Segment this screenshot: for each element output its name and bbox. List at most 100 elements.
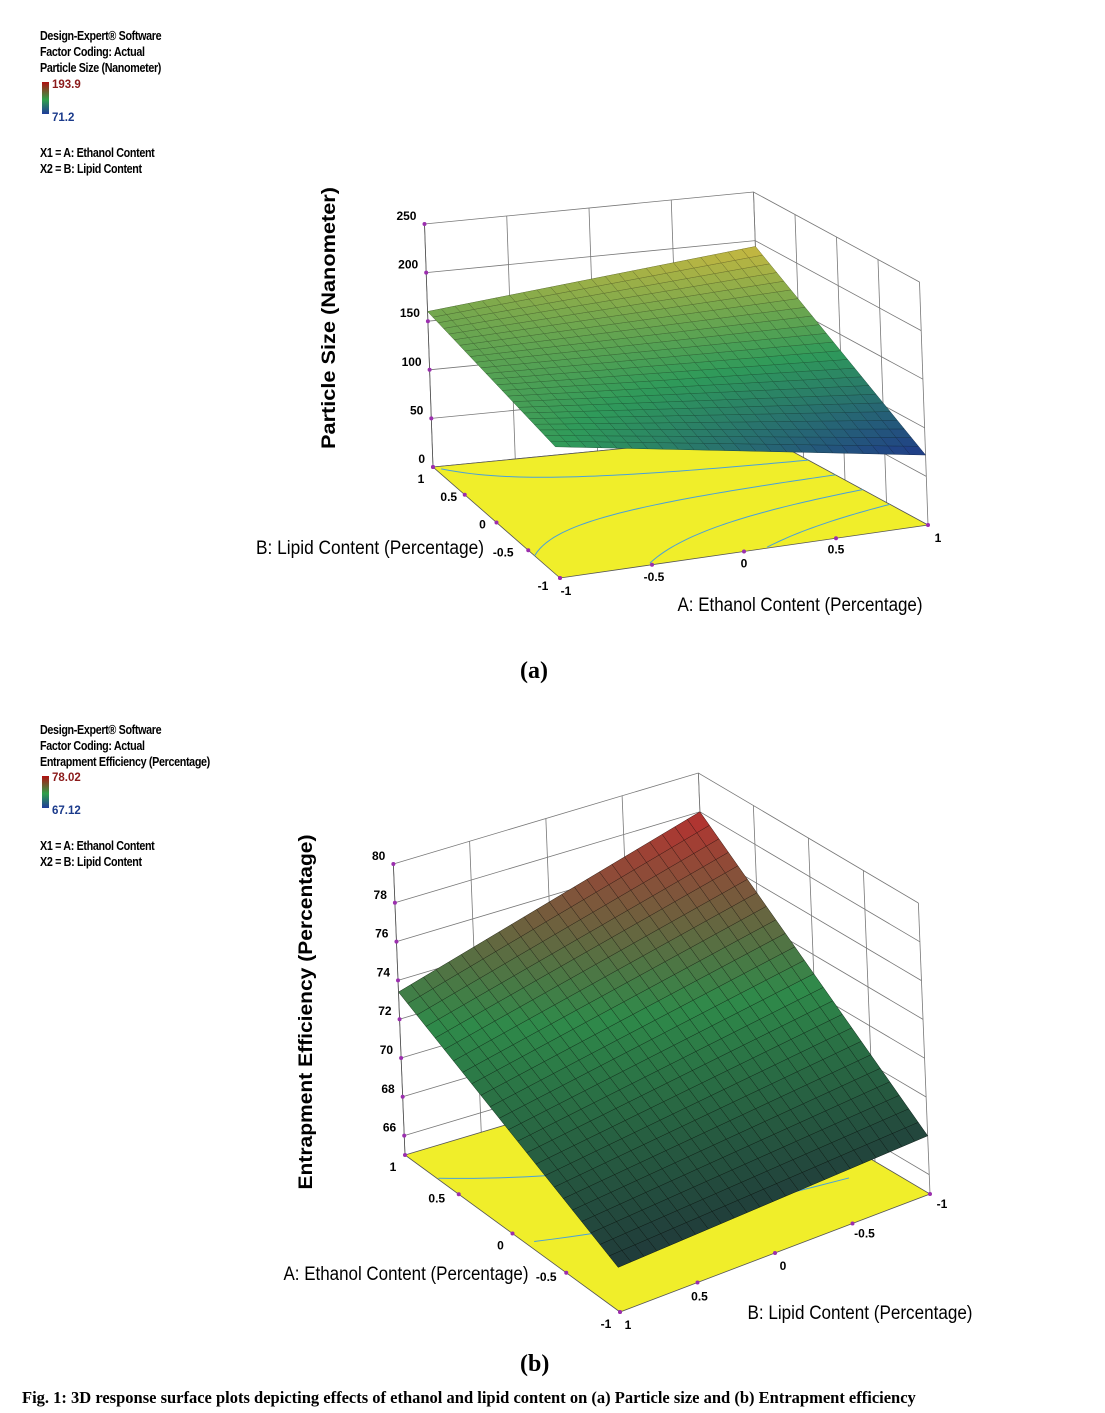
- legend-low-value: 67.12: [52, 805, 81, 817]
- panel-label-a: (a): [520, 658, 548, 684]
- software-label: Design-Expert® Software: [40, 723, 162, 737]
- wall-grid-line: [877, 259, 887, 503]
- surface-plot-b: 66 68 70 72 74 76 78 80 1 0.5 0 -0.5 -1 1 0.5 0 -0.5 -1 En…: [284, 772, 973, 1332]
- axis-tick-label: -1: [538, 579, 549, 593]
- z-tick-label: 50: [410, 403, 424, 417]
- panel-label-b: (b): [520, 1351, 550, 1377]
- z-tick-label: 68: [381, 1082, 395, 1096]
- axis-tick-label: 1: [390, 1160, 397, 1174]
- z-axis-line: [424, 223, 434, 468]
- figure-caption: Fig. 1: 3D response surface plots depict…: [22, 1388, 916, 1407]
- x2-definition: X2 = B: Lipid Content: [40, 855, 142, 869]
- floor-tick-marker: [834, 536, 838, 541]
- info-block-b: Design-Expert® Software Factor Coding: A…: [40, 722, 210, 770]
- surface-mesh-cell: [686, 811, 710, 834]
- y-axis-title: B: Lipid Content (Percentage): [748, 1303, 973, 1324]
- floor-tick-marker: [695, 1280, 700, 1285]
- axis-tick-label: 0.5: [691, 1290, 708, 1304]
- x2-definition: X2 = B: Lipid Content: [40, 162, 142, 176]
- factor-coding-label: Factor Coding: Actual: [40, 739, 145, 753]
- panel-a-particle-size: Design-Expert® Software Factor Coding: A…: [0, 0, 1105, 690]
- z-tick-label: 100: [402, 355, 422, 369]
- floor-tick-marker: [928, 1192, 932, 1196]
- axis-tick-label: -1: [561, 584, 572, 598]
- axis-tick-label: 1: [625, 1318, 632, 1332]
- legend-high-value: 78.02: [52, 772, 81, 784]
- axis-tick-label: -0.5: [536, 1270, 557, 1284]
- z-tick-label: 150: [400, 306, 420, 320]
- z-tick-label: 76: [375, 927, 389, 941]
- response-label: Entrapment Efficiency (Percentage): [40, 755, 210, 769]
- z-tick-label: 66: [383, 1121, 397, 1135]
- info-block-a: Design-Expert® Software Factor Coding: A…: [40, 28, 162, 76]
- z-tick-marker: [422, 222, 427, 226]
- axis-tick-label: -1: [937, 1197, 948, 1211]
- y-axis-title: B: Lipid Content (Percentage): [256, 538, 484, 559]
- response-label: Particle Size (Nanometer): [40, 61, 162, 75]
- color-legend-bar-b: [42, 776, 49, 808]
- z-tick-marker: [425, 319, 430, 324]
- wall-grid-line: [919, 281, 929, 526]
- z-tick-marker: [427, 367, 432, 372]
- z-tick-marker: [402, 1133, 407, 1138]
- z-tick-marker: [394, 939, 399, 944]
- axis-tick-label: -0.5: [644, 570, 665, 584]
- x-axis-title: A: Ethanol Content (Percentage): [678, 595, 923, 616]
- floor-tick-marker: [926, 523, 930, 527]
- factor-defs-b: X1 = A: Ethanol Content X2 = B: Lipid Co…: [40, 838, 155, 870]
- x1-definition: X1 = A: Ethanol Content: [40, 146, 155, 160]
- surface-mesh-cell: [741, 246, 763, 258]
- axis-tick-label: 1: [418, 472, 425, 486]
- panel-b-entrapment-efficiency: Design-Expert® Software Factor Coding: A…: [0, 700, 1105, 1390]
- wall-grid-line: [917, 902, 931, 1195]
- z-tick-marker: [429, 416, 434, 421]
- x1-definition: X1 = A: Ethanol Content: [40, 839, 155, 853]
- factor-coding-label: Factor Coding: Actual: [40, 45, 145, 59]
- floor-tick-marker: [456, 1192, 461, 1197]
- floor-tick-marker: [742, 549, 746, 554]
- floor-contour-line: [534, 474, 836, 557]
- z-tick-marker: [400, 1094, 405, 1099]
- axis-tick-label: 0: [497, 1239, 504, 1253]
- floor-contour-line: [649, 489, 863, 564]
- z-tick-label: 0: [418, 452, 425, 466]
- z-tick-marker: [392, 900, 397, 905]
- wall-level-line: [426, 240, 922, 331]
- software-label: Design-Expert® Software: [40, 29, 162, 43]
- floor-tick-marker: [650, 562, 654, 567]
- z-tick-label: 200: [398, 258, 418, 272]
- z-tick-label: 78: [374, 888, 388, 902]
- axis-tick-label: -0.5: [854, 1227, 875, 1241]
- z-tick-label: 72: [378, 1004, 392, 1018]
- floor-tick-marker: [558, 576, 562, 580]
- axis-tick-label: 0: [479, 518, 486, 532]
- z-tick-marker: [397, 1017, 402, 1022]
- floor-tick-marker: [462, 492, 467, 497]
- floor-tick-marker: [564, 1270, 569, 1275]
- legend-high-value: 193.9: [52, 79, 81, 91]
- z-tick-marker: [391, 862, 396, 866]
- floor-contour-line: [441, 459, 809, 478]
- z-tick-label: 74: [377, 965, 391, 979]
- floor-tick-marker: [494, 520, 499, 525]
- floor-tick-marker: [850, 1221, 855, 1226]
- floor-tick-marker: [403, 1153, 407, 1157]
- legend-low-value: 71.2: [52, 112, 75, 124]
- factor-defs-a: X1 = A: Ethanol Content X2 = B: Lipid Co…: [40, 145, 155, 177]
- axis-tick-label: 0: [780, 1259, 787, 1273]
- z-tick-marker: [396, 978, 401, 983]
- floor-tick-marker: [510, 1231, 515, 1236]
- z-axis-title: Particle Size (Nanometer): [319, 187, 340, 449]
- floor-tick-marker: [526, 548, 531, 553]
- axis-tick-label: 1: [935, 531, 942, 545]
- axis-tick-label: 0.5: [428, 1191, 445, 1205]
- color-legend-bar-a: [42, 82, 49, 114]
- z-tick-label: 70: [380, 1043, 394, 1057]
- floor-tick-marker: [773, 1251, 777, 1255]
- wall-level-line: [393, 772, 919, 904]
- axis-tick-label: 0.5: [440, 490, 457, 504]
- axis-tick-label: 0.5: [828, 542, 845, 556]
- axis-tick-label: 0: [741, 557, 748, 571]
- floor-contour-line: [767, 503, 891, 548]
- z-axis-title: Entrapment Efficiency (Percentage): [296, 835, 317, 1190]
